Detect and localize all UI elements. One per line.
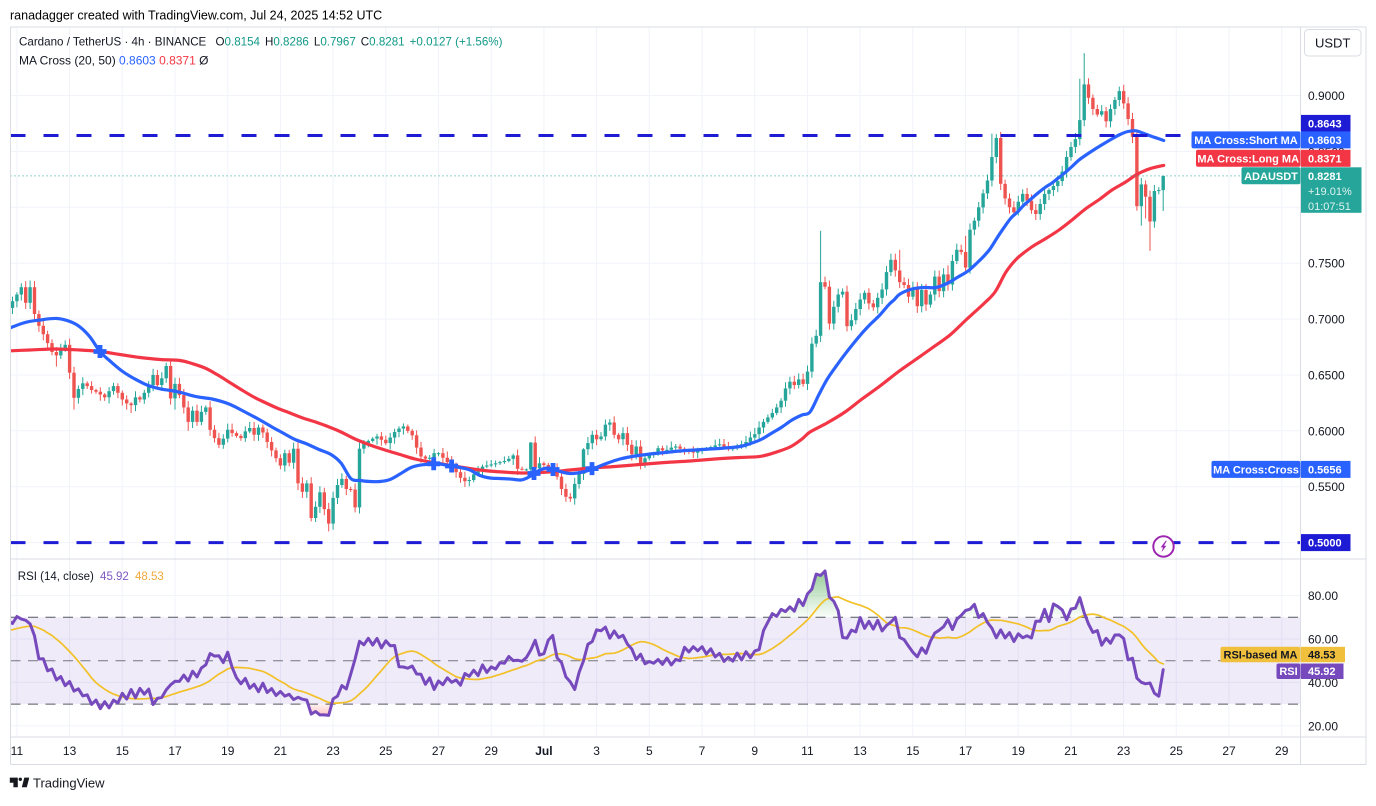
- svg-text:27: 27: [432, 744, 446, 758]
- svg-text:19: 19: [221, 744, 235, 758]
- svg-text:0.8371: 0.8371: [1308, 153, 1342, 165]
- svg-text:MA Cross:Long MA: MA Cross:Long MA: [1197, 153, 1299, 165]
- svg-text:0.5000: 0.5000: [1308, 538, 1342, 550]
- svg-text:0.8603: 0.8603: [1308, 135, 1342, 147]
- svg-text:0.8643: 0.8643: [1308, 118, 1342, 130]
- svg-text:13: 13: [63, 744, 77, 758]
- svg-text:60.00: 60.00: [1308, 633, 1338, 647]
- svg-text:0.8281: 0.8281: [1308, 171, 1342, 183]
- svg-text:13: 13: [853, 744, 867, 758]
- svg-text:+19.01%: +19.01%: [1308, 186, 1352, 198]
- svg-text:0.5656: 0.5656: [1308, 464, 1342, 476]
- svg-text:23: 23: [1117, 744, 1131, 758]
- svg-text:19: 19: [1012, 744, 1026, 758]
- svg-text:01:07:51: 01:07:51: [1308, 201, 1351, 213]
- svg-text:11: 11: [801, 744, 814, 758]
- svg-text:27: 27: [1222, 744, 1236, 758]
- svg-text:MA Cross:Short MA: MA Cross:Short MA: [1194, 135, 1298, 147]
- svg-text:Jul: Jul: [535, 744, 552, 758]
- svg-text:0.7500: 0.7500: [1308, 257, 1345, 271]
- svg-text:29: 29: [485, 744, 499, 758]
- svg-text:11: 11: [11, 744, 24, 758]
- svg-text:17: 17: [959, 744, 973, 758]
- svg-text:0.6000: 0.6000: [1308, 424, 1345, 438]
- svg-text:21: 21: [1064, 744, 1078, 758]
- svg-text:21: 21: [274, 744, 288, 758]
- svg-text:17: 17: [168, 744, 182, 758]
- svg-text:48.53: 48.53: [1308, 650, 1336, 662]
- svg-text:ranadagger created with Tradin: ranadagger created with TradingView.com,…: [10, 9, 382, 23]
- svg-text:0.6500: 0.6500: [1308, 369, 1345, 383]
- svg-text:25: 25: [1170, 744, 1184, 758]
- svg-text:9: 9: [751, 744, 758, 758]
- svg-text:20.00: 20.00: [1308, 719, 1338, 733]
- svg-text:TradingView: TradingView: [33, 775, 105, 790]
- svg-text:0.9000: 0.9000: [1308, 89, 1345, 103]
- svg-text:5: 5: [646, 744, 653, 758]
- svg-text:RSI: RSI: [1279, 666, 1297, 678]
- svg-text:45.92: 45.92: [1308, 666, 1336, 678]
- svg-text:ADAUSDT: ADAUSDT: [1244, 171, 1298, 183]
- svg-text:0.7000: 0.7000: [1308, 313, 1345, 327]
- svg-text:25: 25: [379, 744, 393, 758]
- svg-text:29: 29: [1275, 744, 1289, 758]
- svg-text:MA Cross (20, 50) 0.8603 0.837: MA Cross (20, 50) 0.8603 0.8371 Ø: [19, 54, 208, 68]
- svg-text:0.5500: 0.5500: [1308, 480, 1345, 494]
- svg-text:USDT: USDT: [1315, 35, 1350, 50]
- svg-text:RSI-based MA: RSI-based MA: [1224, 650, 1298, 662]
- svg-text:MA Cross:Cross: MA Cross:Cross: [1213, 464, 1299, 476]
- svg-text:7: 7: [699, 744, 706, 758]
- svg-text:23: 23: [326, 744, 340, 758]
- svg-text:3: 3: [593, 744, 600, 758]
- svg-text:15: 15: [906, 744, 920, 758]
- svg-text:80.00: 80.00: [1308, 589, 1338, 603]
- svg-text:RSI (14, close) 45.92 48.53: RSI (14, close) 45.92 48.53: [18, 571, 164, 583]
- svg-text:15: 15: [116, 744, 130, 758]
